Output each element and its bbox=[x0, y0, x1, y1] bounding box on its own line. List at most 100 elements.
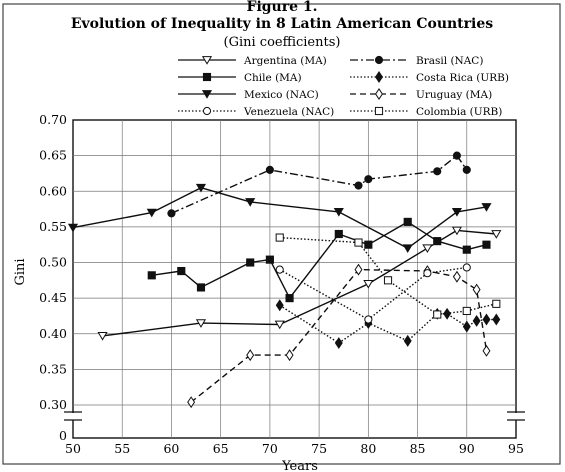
data-point-uruguay-ma bbox=[472, 283, 481, 296]
x-tick-label: 60 bbox=[163, 441, 179, 456]
legend-marker-costa-rica-urb bbox=[375, 71, 383, 83]
x-tick-label: 85 bbox=[410, 441, 426, 456]
legend-marker-venezuela-nac bbox=[202, 106, 212, 116]
data-point-brasil-nac bbox=[433, 167, 442, 176]
x-tick-label: 95 bbox=[508, 441, 524, 456]
data-point-colombia-urb bbox=[354, 238, 363, 247]
data-point-mexico-nac bbox=[333, 208, 344, 217]
x-tick-label: 65 bbox=[213, 441, 229, 456]
data-point-chile-ma bbox=[246, 258, 255, 267]
series-line-uruguay-ma bbox=[190, 268, 488, 403]
data-point-venezuela-nac bbox=[462, 263, 471, 272]
data-point-brasil-nac bbox=[462, 165, 471, 174]
legend-label-chile-ma: Chile (MA) bbox=[244, 72, 302, 84]
series-markers bbox=[67, 151, 502, 409]
y-tick-label-zero: 0 bbox=[59, 428, 67, 443]
data-point-costa-rica-urb bbox=[462, 320, 471, 333]
legend-label-mexico-nac: Mexico (NAC) bbox=[244, 89, 319, 101]
data-point-mexico-nac bbox=[451, 208, 463, 217]
data-point-mexico-nac bbox=[195, 183, 207, 193]
data-point-chile-ma bbox=[482, 240, 491, 249]
data-point-colombia-urb bbox=[383, 276, 393, 285]
figure-title: Figure 1. bbox=[247, 0, 318, 15]
y-tick-label: 0.30 bbox=[39, 397, 67, 412]
data-point-chile-ma bbox=[285, 294, 294, 303]
data-point-argentina-ma bbox=[363, 280, 374, 289]
legend-label-venezuela-nac: Venezuela (NAC) bbox=[243, 106, 334, 118]
series-line-colombia-urb bbox=[279, 236, 497, 316]
data-point-uruguay-ma bbox=[285, 349, 294, 362]
x-tick-label: 50 bbox=[65, 441, 81, 456]
data-point-argentina-ma bbox=[195, 319, 207, 328]
y-axis-label: Gini bbox=[13, 258, 28, 285]
y-tick-label: 0.65 bbox=[39, 148, 67, 163]
data-point-colombia-urb bbox=[462, 306, 471, 316]
data-point-costa-rica-urb bbox=[403, 334, 412, 347]
legend-label-brasil-nac: Brasil (NAC) bbox=[416, 55, 483, 67]
legend-marker-brasil-nac bbox=[374, 55, 384, 65]
data-point-brasil-nac bbox=[364, 175, 373, 184]
x-tick-label: 80 bbox=[360, 441, 376, 456]
data-point-argentina-ma bbox=[491, 230, 502, 239]
data-point-costa-rica-urb bbox=[443, 307, 452, 320]
data-point-colombia-urb bbox=[275, 233, 284, 242]
series-line-venezuela-nac bbox=[279, 266, 467, 321]
legend-label-colombia-urb: Colombia (URB) bbox=[416, 106, 502, 118]
series-line-costa-rica-urb bbox=[279, 304, 497, 344]
chart-subtitle: Evolution of Inequality in 8 Latin Ameri… bbox=[71, 16, 493, 32]
data-point-chile-ma bbox=[147, 271, 156, 280]
data-point-colombia-urb bbox=[433, 310, 442, 319]
data-point-chile-ma bbox=[334, 229, 343, 239]
data-point-uruguay-ma bbox=[482, 344, 491, 357]
legend-marker-mexico-nac bbox=[201, 90, 213, 99]
data-point-brasil-nac bbox=[452, 151, 462, 160]
x-tick-label: 70 bbox=[262, 441, 278, 456]
data-point-argentina-ma bbox=[422, 244, 433, 254]
data-point-costa-rica-urb bbox=[275, 299, 284, 312]
data-point-venezuela-nac bbox=[364, 315, 373, 324]
legend-marker-chile-ma bbox=[202, 72, 212, 82]
data-point-chile-ma bbox=[196, 283, 206, 292]
plot-area bbox=[72, 119, 517, 439]
y-tick-label: 0.55 bbox=[39, 219, 67, 234]
legend-label-uruguay-ma: Uruguay (MA) bbox=[416, 89, 492, 101]
data-point-argentina-ma bbox=[451, 226, 463, 236]
data-point-chile-ma bbox=[177, 266, 186, 276]
x-tick-label: 75 bbox=[311, 441, 327, 456]
data-point-uruguay-ma bbox=[246, 349, 255, 362]
series-line-mexico-nac bbox=[72, 186, 487, 249]
data-point-chile-ma bbox=[265, 255, 274, 264]
data-point-venezuela-nac bbox=[275, 265, 284, 274]
chart-subtitle-2: (Gini coefficients) bbox=[224, 35, 341, 50]
legend-label-argentina-ma: Argentina (MA) bbox=[243, 55, 327, 67]
axis-break-marks bbox=[64, 411, 525, 421]
legend-marker-uruguay-ma bbox=[375, 88, 383, 100]
axis-break-gap bbox=[65, 413, 81, 420]
axis-ticks: 50 55 60 65 70 75 80 85 90 95 0.30 0.35 0.40 0.45 0.50… bbox=[39, 112, 524, 456]
legend-marker-argentina-ma bbox=[201, 56, 213, 65]
axis-break-gap bbox=[508, 413, 524, 420]
data-point-chile-ma bbox=[364, 240, 373, 249]
data-point-uruguay-ma bbox=[354, 263, 363, 276]
data-point-venezuela-nac bbox=[423, 269, 432, 278]
x-tick-label: 90 bbox=[459, 441, 475, 456]
data-point-mexico-nac bbox=[402, 244, 413, 254]
data-point-argentina-ma bbox=[274, 320, 285, 330]
data-point-mexico-nac bbox=[67, 223, 79, 233]
data-point-costa-rica-urb bbox=[482, 313, 491, 326]
x-axis-label: Years bbox=[281, 459, 318, 472]
data-point-mexico-nac bbox=[245, 198, 256, 207]
plot-border bbox=[72, 119, 517, 439]
data-point-uruguay-ma bbox=[187, 396, 196, 409]
data-point-uruguay-ma bbox=[452, 270, 461, 283]
data-point-costa-rica-urb bbox=[472, 314, 481, 327]
data-point-mexico-nac bbox=[146, 208, 157, 218]
data-point-costa-rica-urb bbox=[334, 337, 343, 349]
data-point-argentina-ma bbox=[97, 332, 108, 341]
y-tick-label: 0.45 bbox=[39, 290, 67, 305]
data-point-brasil-nac bbox=[265, 165, 274, 174]
data-point-mexico-nac bbox=[481, 203, 492, 212]
data-point-brasil-nac bbox=[167, 209, 176, 218]
